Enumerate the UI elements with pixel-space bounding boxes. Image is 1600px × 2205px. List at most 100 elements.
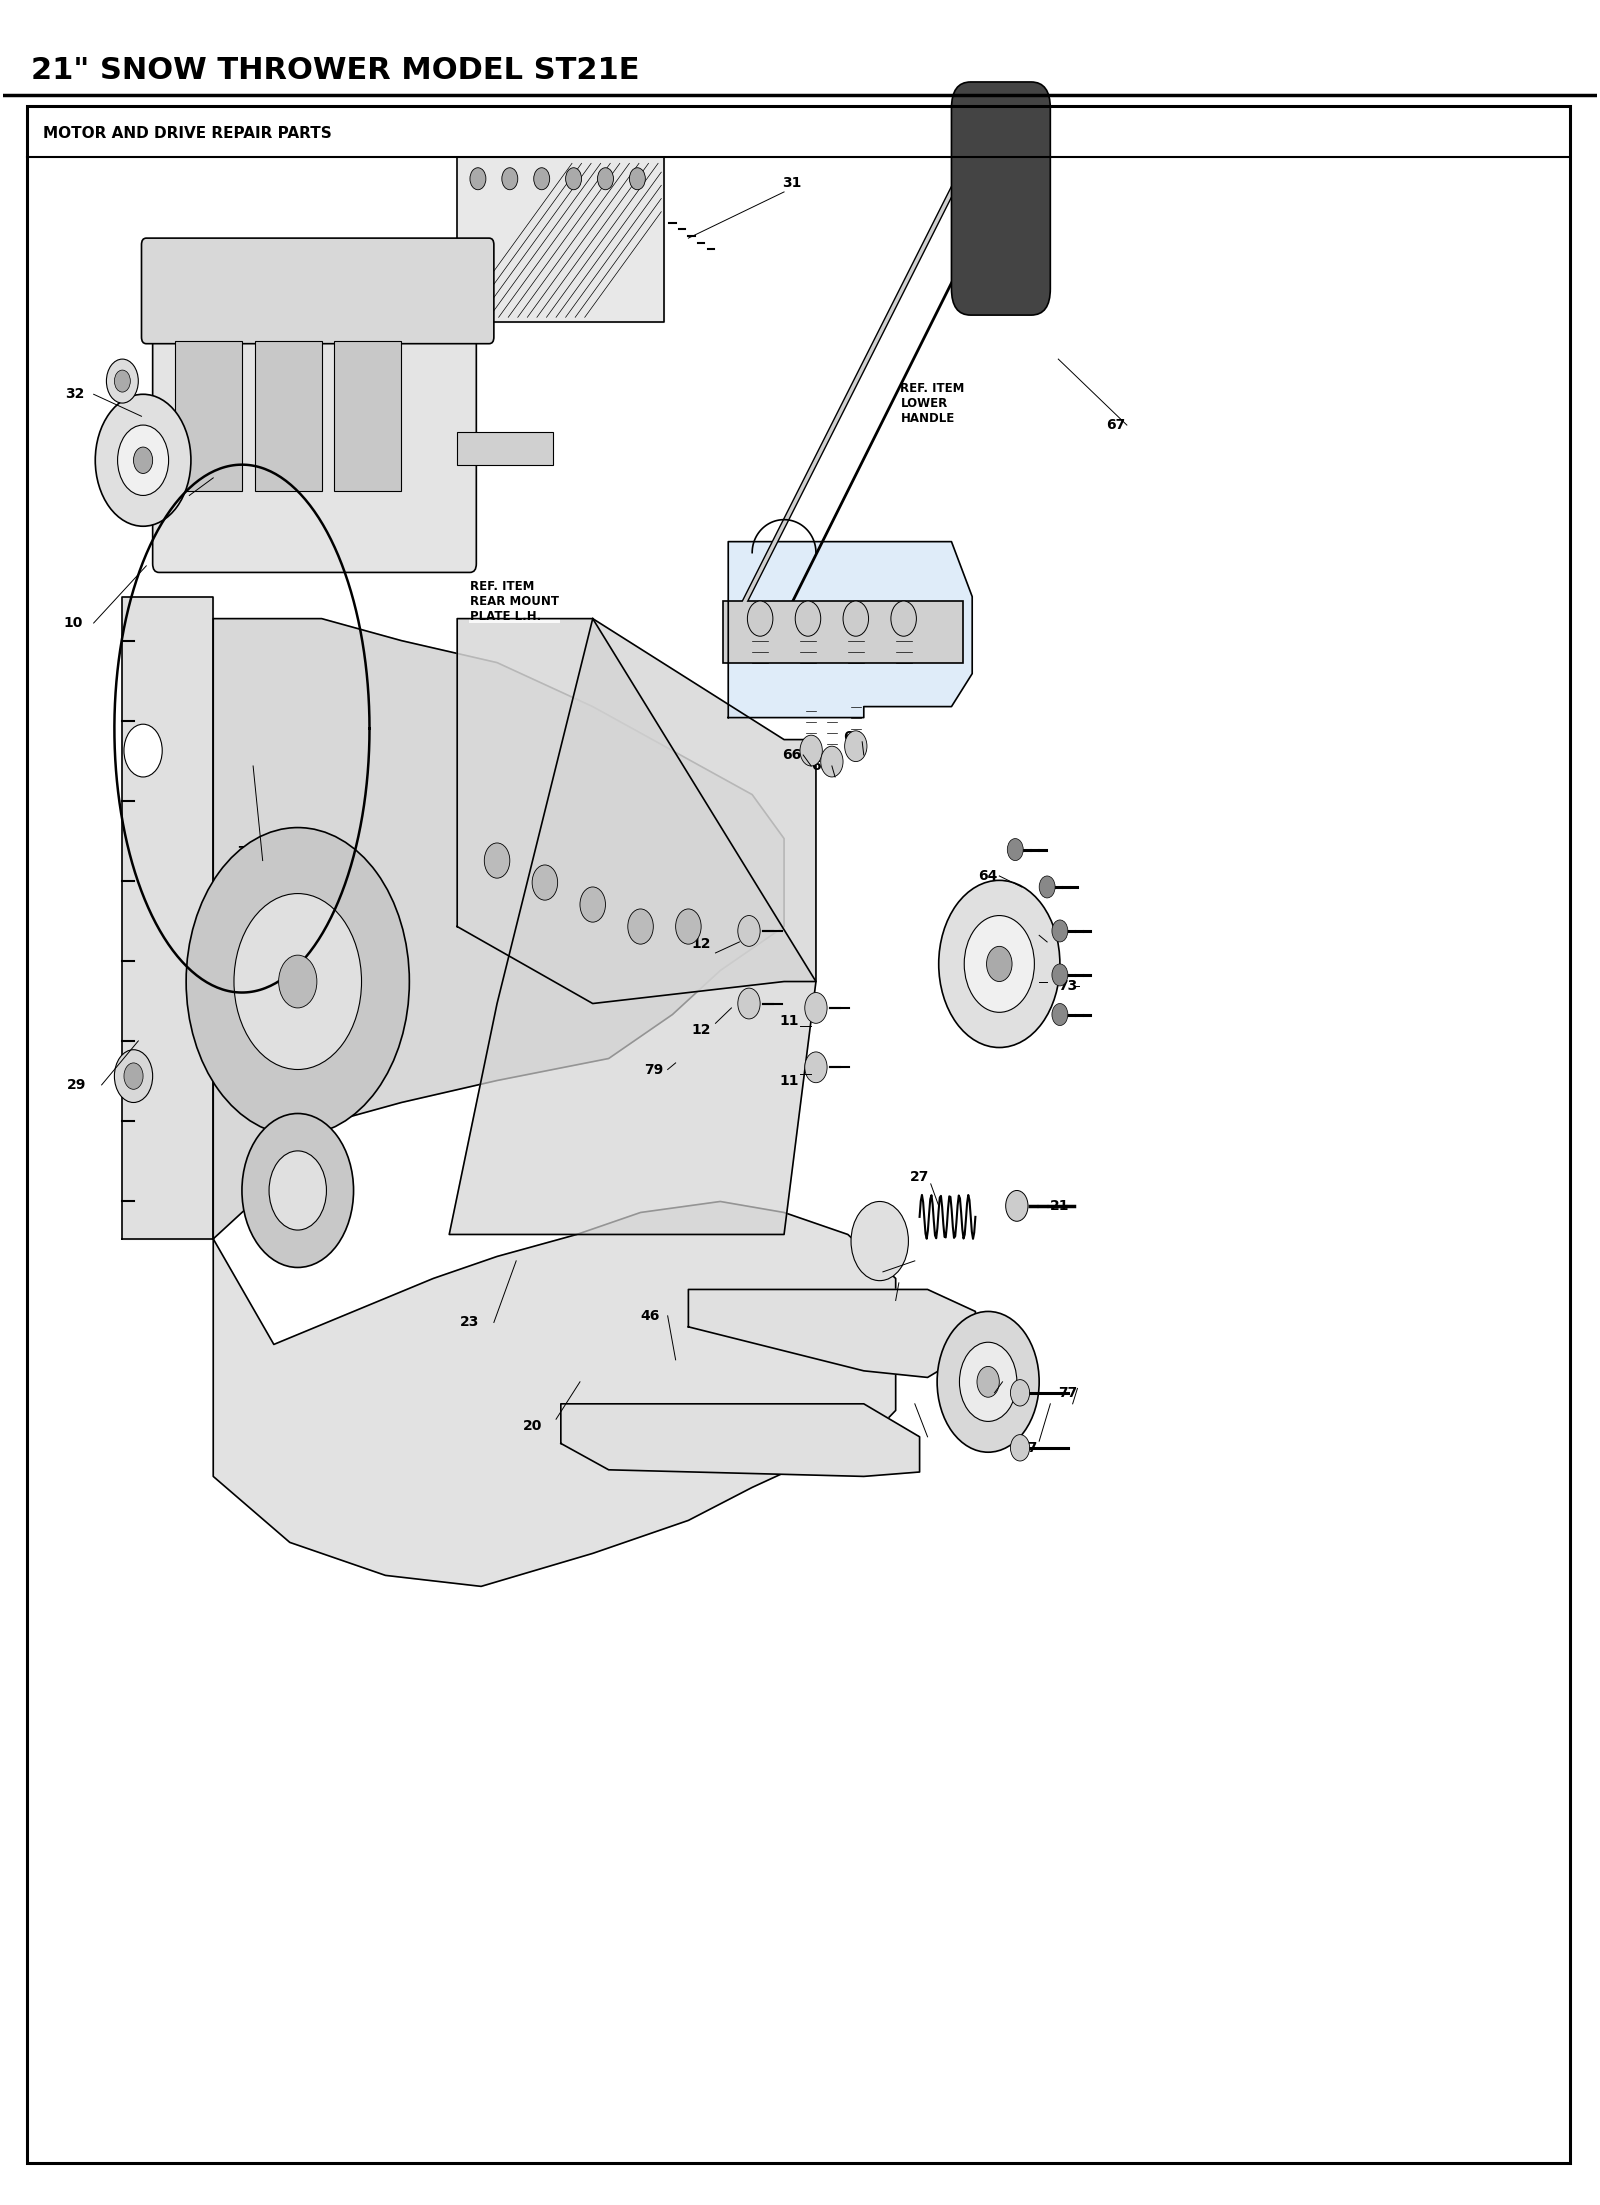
Circle shape: [891, 602, 917, 637]
Circle shape: [747, 602, 773, 637]
Text: 72: 72: [1018, 972, 1038, 986]
Circle shape: [579, 886, 605, 922]
Circle shape: [533, 864, 558, 900]
Circle shape: [965, 915, 1034, 1012]
Text: 73: 73: [1058, 979, 1077, 992]
Circle shape: [987, 946, 1013, 981]
Text: 10: 10: [64, 615, 83, 631]
Circle shape: [805, 1052, 827, 1083]
Text: 79: 79: [643, 1063, 662, 1076]
Text: 21" SNOW THROWER MODEL ST21E: 21" SNOW THROWER MODEL ST21E: [32, 55, 640, 84]
FancyBboxPatch shape: [141, 238, 494, 344]
Bar: [254, 342, 322, 492]
Text: 64: 64: [979, 869, 998, 882]
Text: 20: 20: [523, 1418, 542, 1433]
Text: 67: 67: [1106, 419, 1125, 432]
Polygon shape: [728, 542, 973, 717]
Circle shape: [795, 602, 821, 637]
Circle shape: [96, 395, 190, 527]
Circle shape: [821, 745, 843, 776]
Bar: [334, 342, 402, 492]
Bar: [458, 432, 554, 465]
Text: 46: 46: [640, 1310, 659, 1323]
Text: 11: 11: [779, 1074, 798, 1087]
Text: 11: 11: [779, 1014, 798, 1028]
Circle shape: [738, 988, 760, 1019]
Circle shape: [597, 168, 613, 190]
Text: 27: 27: [910, 1171, 930, 1184]
Circle shape: [242, 1114, 354, 1268]
Text: MOTOR AND DRIVE REPAIR PARTS: MOTOR AND DRIVE REPAIR PARTS: [43, 126, 331, 141]
Circle shape: [278, 955, 317, 1008]
Circle shape: [234, 893, 362, 1069]
Circle shape: [938, 1312, 1038, 1453]
Circle shape: [1038, 875, 1054, 897]
Polygon shape: [213, 1202, 896, 1585]
Bar: [174, 342, 242, 492]
Circle shape: [133, 448, 152, 474]
Circle shape: [675, 908, 701, 944]
FancyBboxPatch shape: [952, 82, 1050, 315]
Polygon shape: [122, 598, 213, 1239]
Text: 12: 12: [691, 937, 710, 950]
Text: 76: 76: [875, 1299, 894, 1312]
Circle shape: [114, 370, 130, 392]
Polygon shape: [213, 620, 784, 1239]
Circle shape: [978, 1367, 1000, 1398]
Text: 30: 30: [160, 490, 179, 503]
Circle shape: [1051, 1003, 1067, 1025]
Circle shape: [269, 1151, 326, 1230]
Circle shape: [114, 1050, 152, 1102]
Circle shape: [186, 827, 410, 1136]
Text: 65: 65: [811, 759, 830, 774]
Circle shape: [123, 1063, 142, 1089]
Text: 12: 12: [691, 1023, 710, 1036]
Polygon shape: [458, 620, 816, 1003]
Text: 77: 77: [1058, 1385, 1077, 1400]
Circle shape: [939, 880, 1059, 1047]
Text: REF. ITEM ENGINE
MOUNT SUPPORT: REF. ITEM ENGINE MOUNT SUPPORT: [166, 269, 286, 295]
Text: 66: 66: [782, 747, 802, 763]
FancyBboxPatch shape: [152, 269, 477, 573]
Circle shape: [627, 908, 653, 944]
Text: 75: 75: [864, 1261, 883, 1274]
Text: 74: 74: [237, 845, 256, 858]
Text: 45: 45: [902, 1433, 922, 1449]
Circle shape: [123, 723, 162, 776]
Text: 21: 21: [1050, 1200, 1070, 1213]
Circle shape: [534, 168, 550, 190]
Circle shape: [805, 992, 827, 1023]
Circle shape: [960, 1343, 1018, 1422]
Circle shape: [1011, 1380, 1030, 1407]
Circle shape: [843, 602, 869, 637]
Polygon shape: [688, 1290, 976, 1378]
Circle shape: [1011, 1435, 1030, 1462]
Text: REF. ITEM
LOWER
HANDLE: REF. ITEM LOWER HANDLE: [901, 381, 965, 426]
Circle shape: [800, 734, 822, 765]
Text: 32: 32: [66, 388, 85, 401]
Circle shape: [502, 168, 518, 190]
Circle shape: [1006, 1191, 1029, 1222]
Text: 31: 31: [782, 176, 802, 190]
Text: 23: 23: [461, 1316, 480, 1330]
Polygon shape: [562, 1405, 920, 1477]
Circle shape: [738, 915, 760, 946]
Circle shape: [629, 168, 645, 190]
Text: 60: 60: [843, 730, 862, 745]
Circle shape: [1051, 964, 1067, 986]
Circle shape: [851, 1202, 909, 1281]
Text: 78: 78: [974, 1389, 994, 1405]
Text: 70: 70: [1018, 924, 1038, 937]
Bar: [723, 602, 963, 664]
Polygon shape: [450, 620, 816, 1235]
Text: 47: 47: [1018, 1440, 1038, 1455]
Circle shape: [566, 168, 581, 190]
Circle shape: [845, 730, 867, 761]
Text: 29: 29: [67, 1078, 86, 1091]
Text: REF. ITEM
REAR MOUNT
PLATE L.H.: REF. ITEM REAR MOUNT PLATE L.H.: [470, 580, 558, 622]
Polygon shape: [458, 157, 664, 322]
Circle shape: [1051, 919, 1067, 942]
Circle shape: [485, 842, 510, 878]
Circle shape: [107, 359, 138, 404]
Circle shape: [117, 426, 168, 496]
